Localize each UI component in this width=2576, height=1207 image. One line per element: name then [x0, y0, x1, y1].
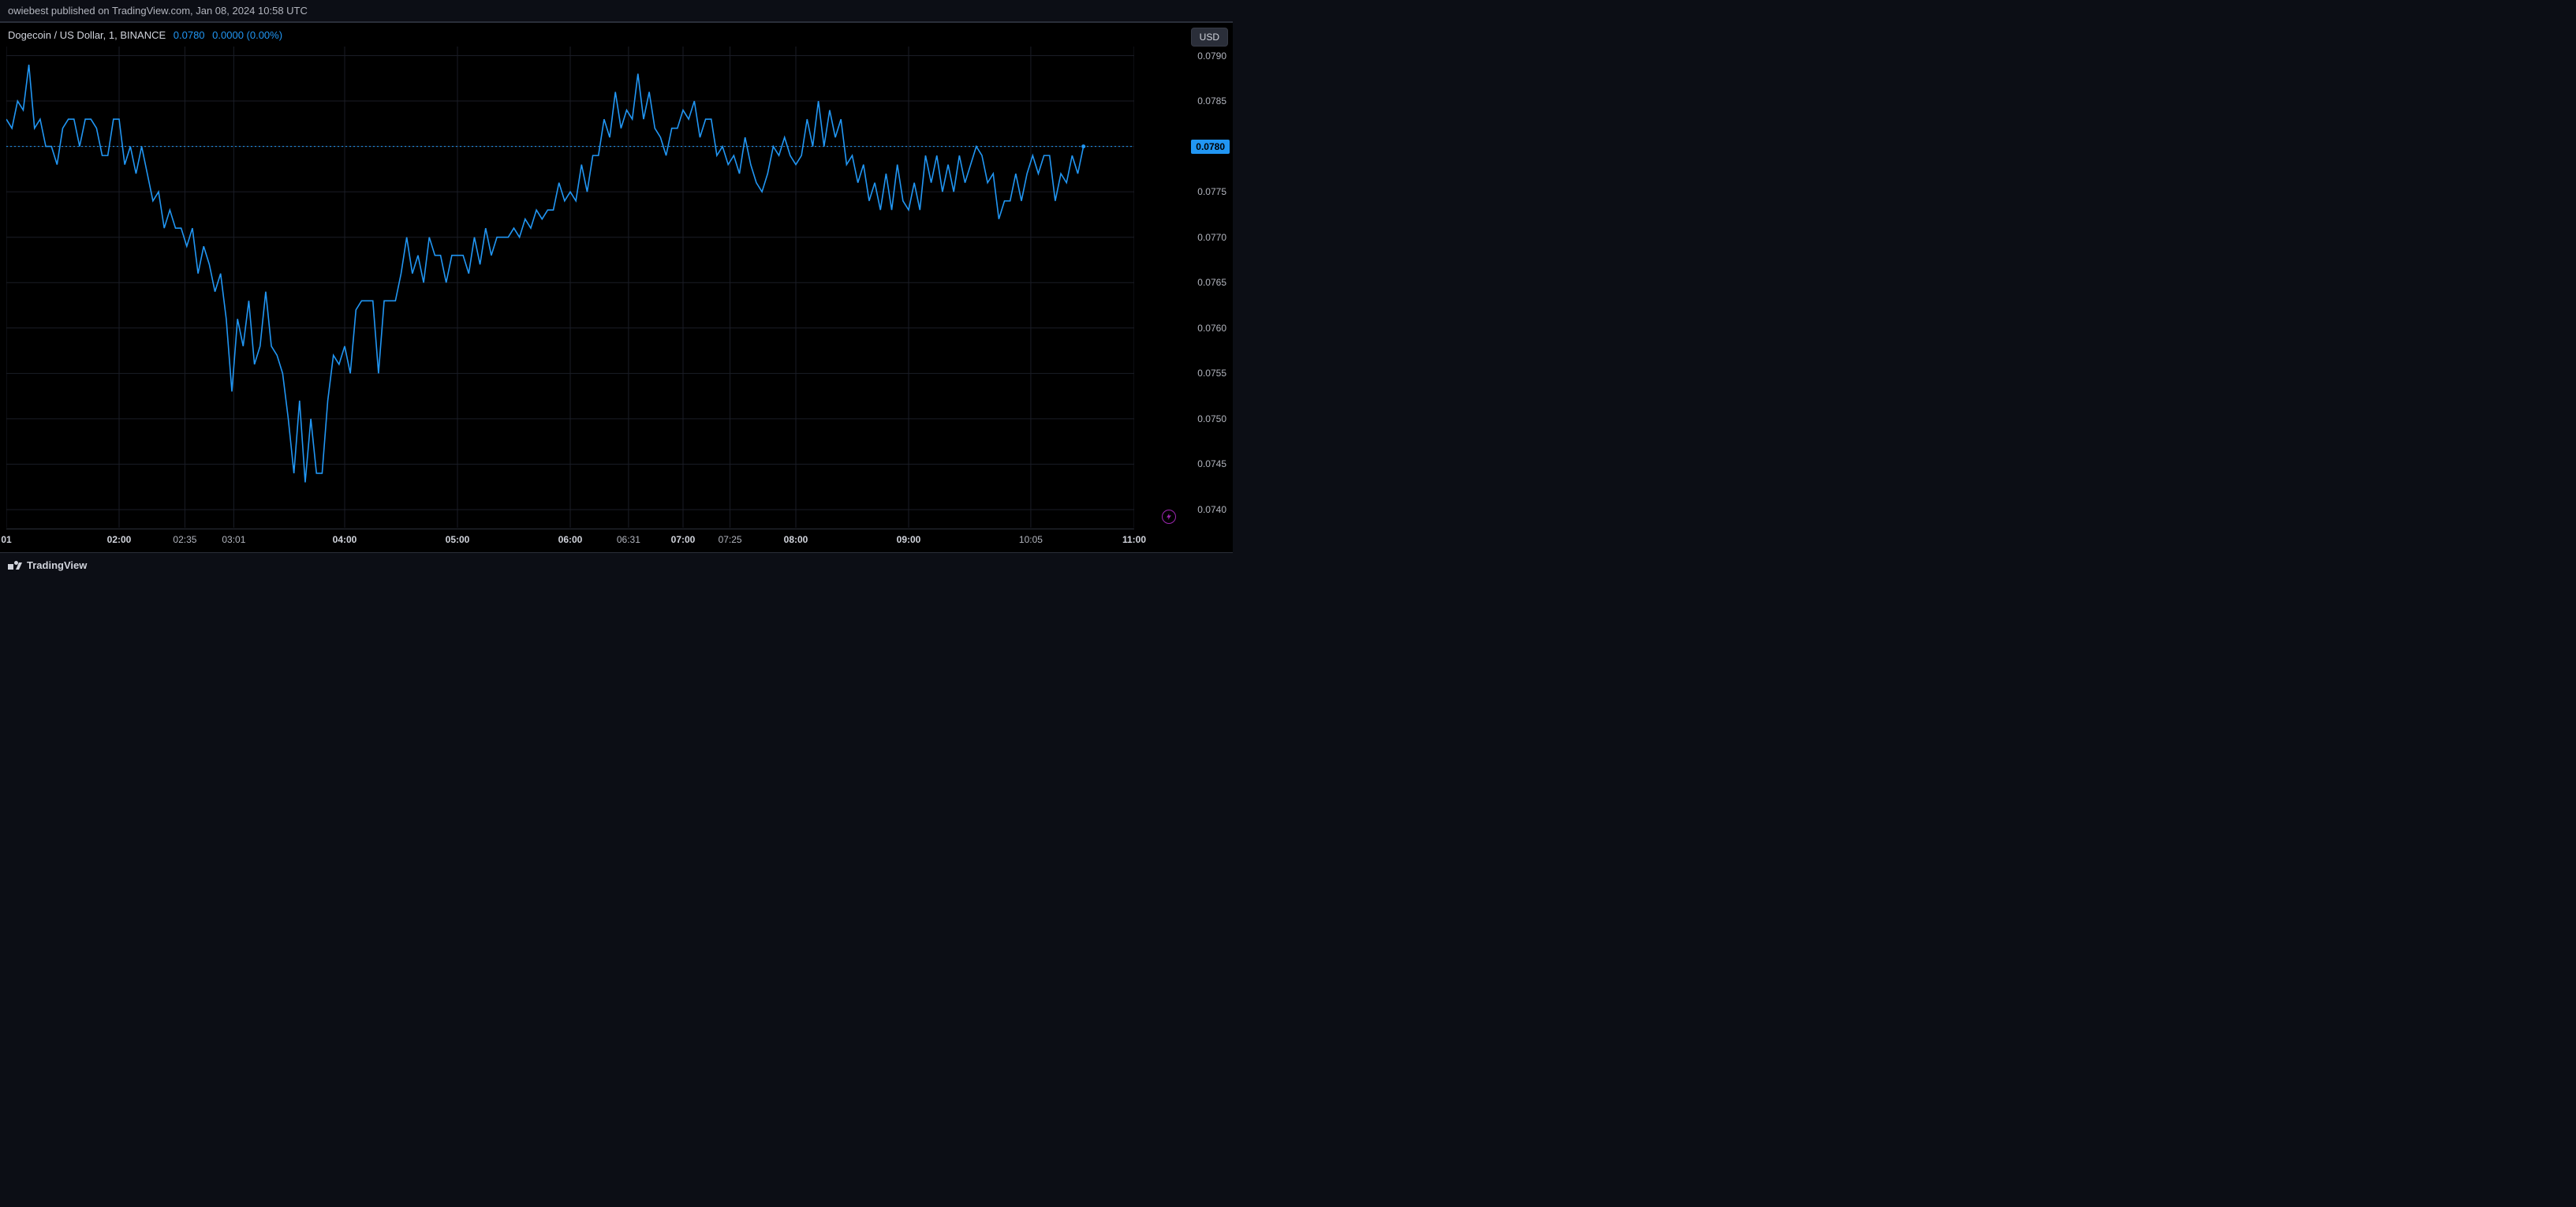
- x-tick-label: 03:01: [222, 534, 245, 545]
- x-tick-label: 07:25: [719, 534, 742, 545]
- footer-bar: TradingView: [0, 552, 1233, 577]
- y-tick-label: 0.0785: [1197, 95, 1226, 106]
- y-tick-label: 0.0740: [1197, 504, 1226, 515]
- time-axis[interactable]: 0102:0002:3503:0104:0005:0006:0006:3107:…: [6, 529, 1134, 552]
- x-tick-label: 09:00: [897, 534, 921, 545]
- legend-change: 0.0000 (0.00%): [212, 29, 282, 41]
- y-tick-label: 0.0790: [1197, 50, 1226, 62]
- publish-text: owiebest published on TradingView.com, J…: [8, 5, 308, 17]
- y-tick-label: 0.0755: [1197, 368, 1226, 379]
- publish-info-bar: owiebest published on TradingView.com, J…: [0, 0, 1233, 22]
- price-chart-plot[interactable]: [6, 47, 1134, 528]
- x-tick-label: 08:00: [784, 534, 808, 545]
- y-tick-label: 0.0765: [1197, 277, 1226, 288]
- replay-icon[interactable]: [1162, 510, 1176, 524]
- x-tick-label: 02:35: [173, 534, 196, 545]
- x-tick-label: 04:00: [333, 534, 357, 545]
- chart-legend: Dogecoin / US Dollar, 1, BINANCE 0.0780 …: [8, 29, 282, 41]
- x-tick-label: 01: [1, 534, 11, 545]
- y-tick-label: 0.0760: [1197, 323, 1226, 334]
- x-tick-label: 07:00: [671, 534, 696, 545]
- tv-logo-text: TradingView: [27, 559, 87, 571]
- y-tick-label: 0.0745: [1197, 458, 1226, 469]
- x-tick-label: 02:00: [107, 534, 132, 545]
- x-tick-label: 11:00: [1122, 534, 1146, 545]
- currency-button[interactable]: USD: [1191, 28, 1228, 47]
- y-tick-label: 0.0775: [1197, 186, 1226, 197]
- x-tick-label: 05:00: [446, 534, 470, 545]
- chart-container: Dogecoin / US Dollar, 1, BINANCE 0.0780 …: [0, 22, 1233, 552]
- price-axis[interactable]: 0.0740 0.0745 0.0750 0.0755 0.0760 0.0765 0.07…: [1185, 47, 1233, 528]
- legend-symbol: Dogecoin / US Dollar, 1, BINANCE: [8, 29, 166, 41]
- legend-last-price: 0.0780: [174, 29, 205, 41]
- tv-logo-icon: [8, 561, 22, 570]
- x-tick-label: 06:31: [617, 534, 640, 545]
- current-price-tag: 0.0780: [1191, 140, 1230, 154]
- x-tick-label: 10:05: [1019, 534, 1043, 545]
- x-tick-label: 06:00: [558, 534, 583, 545]
- tradingview-logo[interactable]: TradingView: [8, 559, 87, 571]
- y-tick-label: 0.0770: [1197, 232, 1226, 243]
- y-tick-label: 0.0750: [1197, 413, 1226, 424]
